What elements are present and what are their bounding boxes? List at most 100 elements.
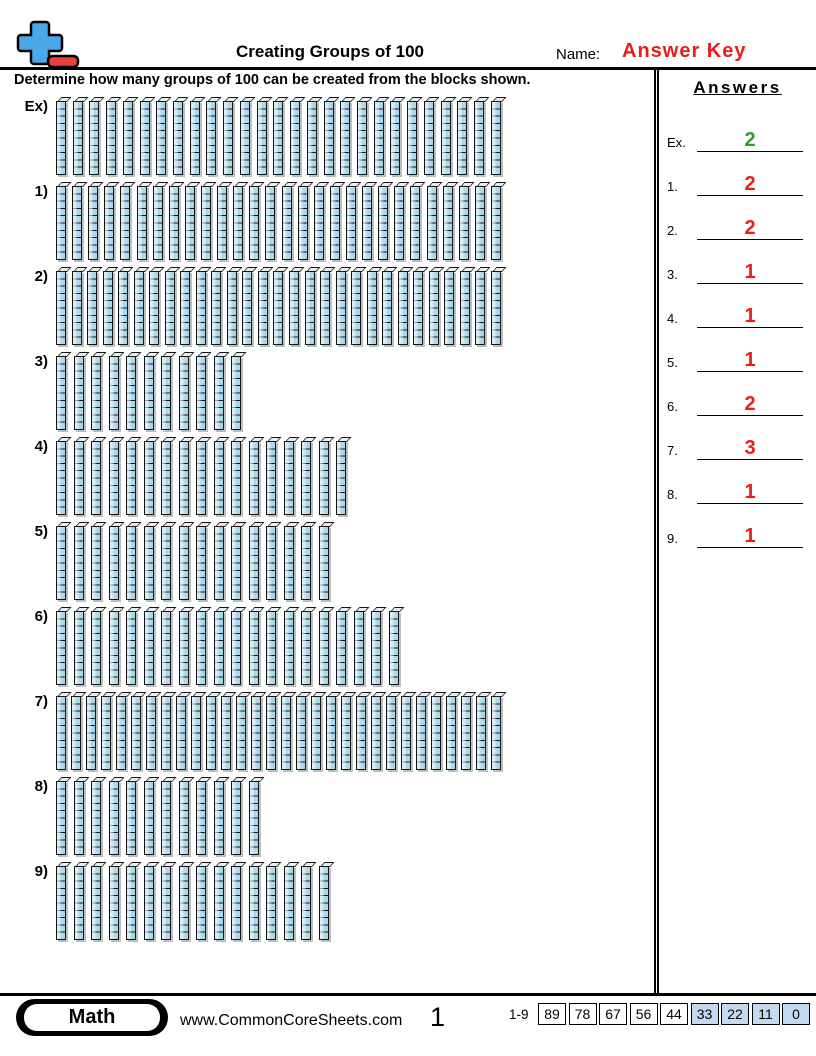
- ten-block-rod: [388, 611, 399, 685]
- problem-row: 3): [14, 351, 654, 436]
- ten-block-rod: [108, 356, 119, 430]
- ten-block-rod: [283, 866, 294, 940]
- score-cell: 56: [629, 1003, 658, 1025]
- ten-block-rod: [211, 271, 222, 345]
- ten-block-rod: [248, 441, 259, 515]
- ten-block-rod: [133, 271, 144, 345]
- ten-block-rod: [104, 186, 115, 260]
- problems-column: Determine how many groups of 100 can be …: [0, 70, 654, 993]
- ten-block-rod: [191, 696, 201, 770]
- ten-block-rod: [108, 441, 119, 515]
- ten-block-rod: [428, 271, 439, 345]
- ten-block-rod: [161, 781, 171, 855]
- ten-block-rod: [91, 356, 101, 430]
- problem-number-label: 8): [34, 778, 48, 795]
- ten-block-rod: [56, 611, 66, 685]
- problem-row: Ex): [14, 96, 654, 181]
- ten-block-rod: [301, 866, 311, 940]
- answer-value: 1: [697, 481, 803, 504]
- score-range-label: 1-9: [508, 1006, 529, 1022]
- ten-block-rod: [353, 611, 364, 685]
- ten-block-rod: [73, 866, 84, 940]
- ten-block-rod: [126, 611, 136, 685]
- ten-block-rod: [371, 611, 381, 685]
- ten-block-rod: [313, 186, 324, 260]
- ten-block-rod: [231, 441, 241, 515]
- answer-item: 8. 1: [667, 480, 816, 504]
- ten-block-rod: [120, 186, 131, 260]
- ten-block-rod: [248, 866, 259, 940]
- ten-block-rod: [345, 186, 356, 260]
- ten-block-rod: [444, 271, 455, 345]
- ten-block-rod: [178, 781, 189, 855]
- blocks-group: [56, 521, 329, 600]
- ten-block-rod: [89, 101, 100, 175]
- problem-number-label: 3): [34, 353, 48, 370]
- answer-number-label: Ex.: [667, 135, 686, 150]
- ten-block-rod: [356, 101, 367, 175]
- ten-block-rod: [86, 696, 96, 770]
- ten-block-rod: [136, 186, 147, 260]
- ten-block-rod: [366, 271, 377, 345]
- ten-block-rod: [101, 696, 111, 770]
- ten-block-rod: [139, 101, 150, 175]
- ten-block-rod: [311, 696, 321, 770]
- ten-block-rod: [161, 696, 171, 770]
- ten-block-rod: [73, 441, 84, 515]
- ten-block-rod: [196, 441, 206, 515]
- ten-block-rod: [231, 356, 241, 430]
- ten-block-rod: [213, 611, 224, 685]
- ten-block-rod: [164, 271, 175, 345]
- answer-value: 1: [697, 525, 803, 548]
- ten-block-rod: [265, 186, 276, 260]
- answer-number-label: 2.: [667, 223, 678, 238]
- ten-block-rod: [461, 696, 471, 770]
- ten-block-rod: [91, 781, 101, 855]
- ten-block-rod: [223, 101, 234, 175]
- ten-block-rod: [248, 526, 259, 600]
- problem-row: 6): [14, 606, 654, 691]
- problem-number-label: 9): [34, 863, 48, 880]
- ten-block-rod: [168, 186, 179, 260]
- ten-block-rod: [196, 356, 206, 430]
- ten-block-rod: [394, 186, 405, 260]
- ten-block-rod: [283, 611, 294, 685]
- ten-block-rod: [323, 101, 334, 175]
- ten-block-rod: [152, 186, 163, 260]
- problem-number-label: 7): [34, 693, 48, 710]
- score-cell: 33: [690, 1003, 719, 1025]
- problem-row: 5): [14, 521, 654, 606]
- ten-block-rod: [213, 526, 224, 600]
- ten-block-rod: [102, 271, 113, 345]
- answer-value: 1: [697, 349, 803, 372]
- ten-block-rod: [413, 271, 424, 345]
- ten-block-rod: [213, 356, 224, 430]
- ten-block-rod: [231, 611, 241, 685]
- ten-block-rod: [297, 186, 308, 260]
- answer-item: Ex. 2: [667, 128, 816, 152]
- ten-block-rod: [176, 696, 186, 770]
- ten-block-rod: [476, 696, 486, 770]
- ten-block-rod: [371, 696, 381, 770]
- ten-block-rod: [416, 696, 426, 770]
- blocks-group: [56, 266, 501, 345]
- ten-block-rod: [217, 186, 228, 260]
- ten-block-rod: [116, 696, 126, 770]
- ten-block-rod: [196, 526, 206, 600]
- ten-block-rod: [336, 611, 346, 685]
- answer-value: 1: [697, 305, 803, 328]
- ten-block-rod: [56, 356, 66, 430]
- ten-block-rod: [56, 781, 66, 855]
- ten-block-rod: [490, 101, 501, 175]
- ten-block-rod: [242, 271, 253, 345]
- problem-row: 9): [14, 861, 654, 946]
- blocks-group: [56, 606, 399, 685]
- ten-block-rod: [266, 526, 276, 600]
- ten-block-rod: [475, 271, 486, 345]
- answer-number-label: 1.: [667, 179, 678, 194]
- ten-block-rod: [143, 526, 154, 600]
- page-number: 1: [430, 1002, 446, 1032]
- ten-block-rod: [335, 271, 346, 345]
- problems-list: Ex) 1) 2) 3) 4) 5) 6) 7) 8) 9): [14, 96, 654, 946]
- ten-block-rod: [56, 271, 66, 345]
